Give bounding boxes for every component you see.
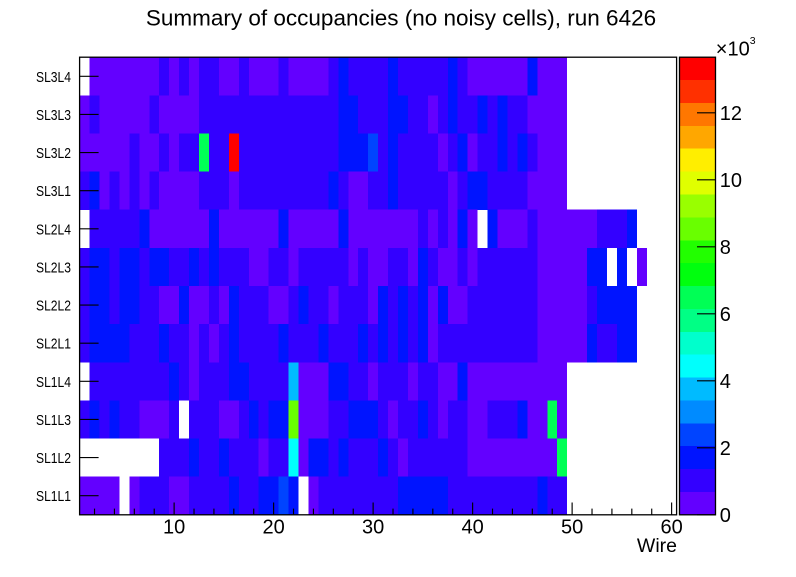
svg-text:10: 10 (720, 170, 742, 192)
svg-text:SL1L1: SL1L1 (36, 488, 71, 505)
svg-text:SL2L1: SL2L1 (36, 336, 71, 353)
svg-text:20: 20 (262, 517, 284, 539)
svg-text:SL3L4: SL3L4 (36, 69, 71, 86)
svg-text:10: 10 (163, 517, 185, 539)
svg-text:2: 2 (720, 438, 731, 460)
svg-text:Wire: Wire (637, 535, 677, 557)
svg-text:0: 0 (720, 505, 731, 527)
svg-text:50: 50 (561, 517, 583, 539)
svg-text:6: 6 (720, 304, 731, 326)
svg-text:30: 30 (362, 517, 384, 539)
svg-text:40: 40 (461, 517, 483, 539)
svg-text:×103: ×103 (716, 35, 756, 61)
svg-text:SL2L3: SL2L3 (36, 259, 71, 276)
svg-text:SL3L2: SL3L2 (36, 145, 71, 162)
svg-text:SL1L2: SL1L2 (36, 450, 71, 467)
svg-text:SL1L4: SL1L4 (36, 374, 71, 391)
svg-text:SL2L2: SL2L2 (36, 298, 71, 315)
svg-text:SL2L4: SL2L4 (36, 221, 71, 238)
svg-text:Summary of occupancies (no noi: Summary of occupancies (no noisy cells),… (146, 6, 656, 31)
svg-text:SL3L3: SL3L3 (36, 107, 71, 124)
svg-text:8: 8 (720, 237, 731, 259)
svg-text:60: 60 (660, 517, 682, 539)
svg-text:SL3L1: SL3L1 (36, 183, 71, 200)
svg-text:4: 4 (720, 371, 731, 393)
svg-text:SL1L3: SL1L3 (36, 412, 71, 429)
svg-text:12: 12 (720, 103, 742, 125)
